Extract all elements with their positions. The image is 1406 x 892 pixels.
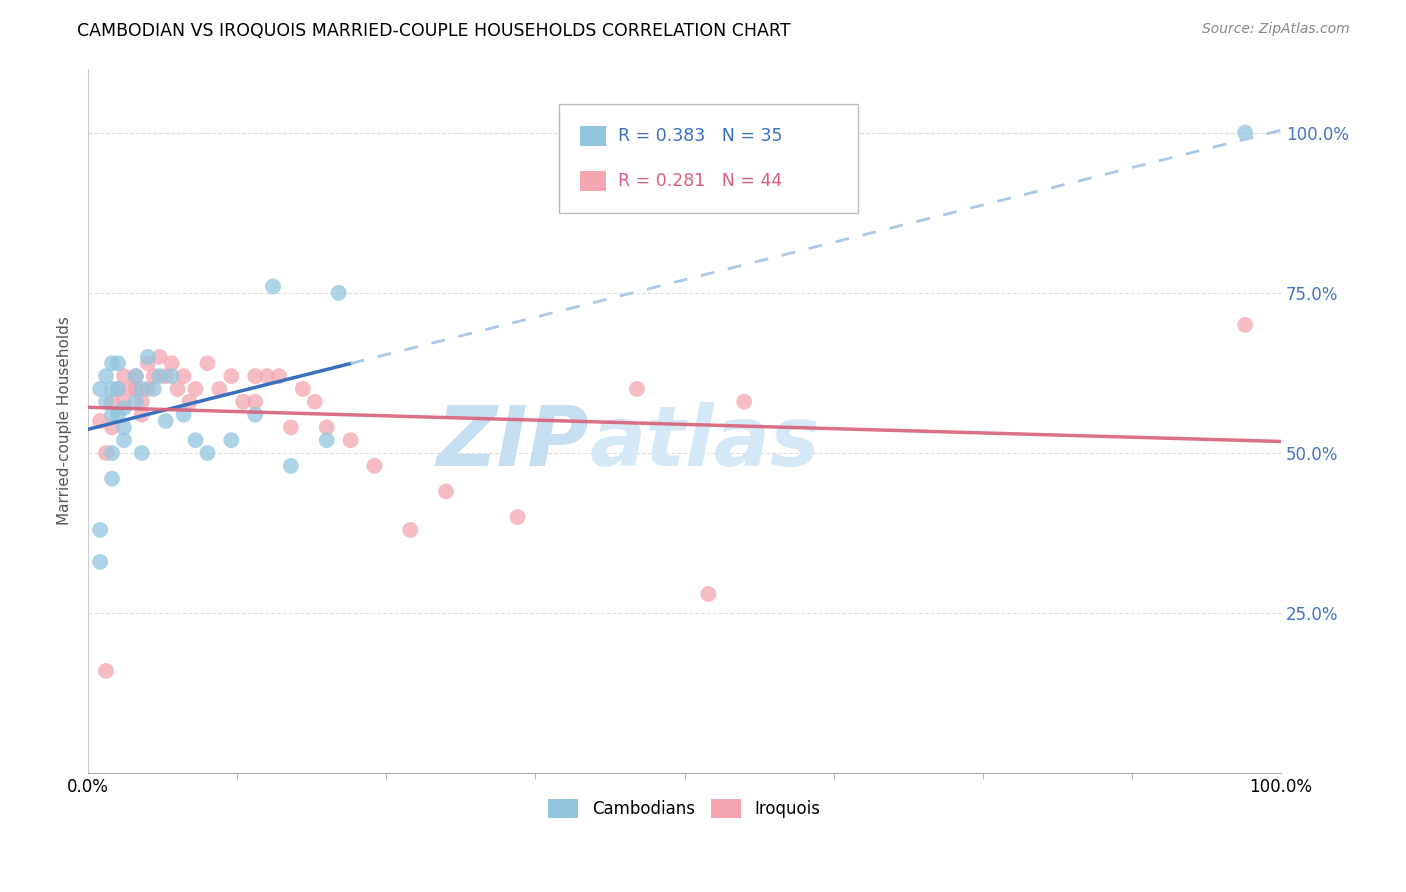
Point xyxy=(94,369,117,384)
Point xyxy=(112,420,135,434)
Point xyxy=(89,555,111,569)
Point xyxy=(280,458,302,473)
Point xyxy=(149,369,172,384)
Point xyxy=(280,420,302,434)
Point xyxy=(155,369,177,384)
Point xyxy=(136,350,159,364)
FancyBboxPatch shape xyxy=(560,103,858,213)
Point xyxy=(112,401,135,416)
Point xyxy=(125,369,148,384)
Point xyxy=(94,446,117,460)
Point xyxy=(173,369,195,384)
Point xyxy=(166,382,188,396)
Point xyxy=(94,394,117,409)
Point xyxy=(197,356,219,370)
Point xyxy=(243,369,266,384)
Text: CAMBODIAN VS IROQUOIS MARRIED-COUPLE HOUSEHOLDS CORRELATION CHART: CAMBODIAN VS IROQUOIS MARRIED-COUPLE HOU… xyxy=(77,22,790,40)
Text: Source: ZipAtlas.com: Source: ZipAtlas.com xyxy=(1202,22,1350,37)
Point xyxy=(232,394,254,409)
Point xyxy=(733,394,755,409)
Point xyxy=(118,382,141,396)
Point xyxy=(173,408,195,422)
Point xyxy=(101,408,124,422)
Point xyxy=(136,382,159,396)
Point xyxy=(243,408,266,422)
Point xyxy=(112,394,135,409)
Point xyxy=(101,420,124,434)
Point xyxy=(131,394,153,409)
Point xyxy=(256,369,278,384)
Point xyxy=(160,369,183,384)
Text: R = 0.281   N = 44: R = 0.281 N = 44 xyxy=(617,172,782,190)
Point xyxy=(267,369,290,384)
Point xyxy=(89,382,111,396)
Point xyxy=(125,394,148,409)
Point xyxy=(434,484,457,499)
Point xyxy=(262,279,284,293)
Point xyxy=(221,369,243,384)
Point xyxy=(101,356,124,370)
Point xyxy=(197,446,219,460)
Point xyxy=(243,394,266,409)
Point xyxy=(506,510,529,524)
Point xyxy=(131,408,153,422)
Point xyxy=(184,382,207,396)
Point xyxy=(101,394,124,409)
Point xyxy=(101,446,124,460)
Point xyxy=(142,382,165,396)
Point xyxy=(107,408,129,422)
Point xyxy=(155,414,177,428)
FancyBboxPatch shape xyxy=(579,126,606,146)
Point xyxy=(328,285,350,300)
Point xyxy=(304,394,326,409)
Point xyxy=(221,433,243,447)
Point xyxy=(160,356,183,370)
Point xyxy=(131,446,153,460)
Point xyxy=(125,382,148,396)
Point xyxy=(315,433,337,447)
FancyBboxPatch shape xyxy=(579,171,606,191)
Point xyxy=(136,356,159,370)
Point xyxy=(89,414,111,428)
Point xyxy=(339,433,361,447)
Point xyxy=(179,394,201,409)
Point xyxy=(107,382,129,396)
Point xyxy=(208,382,231,396)
Point xyxy=(101,472,124,486)
Point xyxy=(184,433,207,447)
Point xyxy=(125,369,148,384)
Point xyxy=(94,664,117,678)
Point xyxy=(142,369,165,384)
Point xyxy=(1234,126,1257,140)
Point xyxy=(112,369,135,384)
Point xyxy=(1234,318,1257,332)
Point xyxy=(291,382,314,396)
Point xyxy=(315,420,337,434)
Text: R = 0.383   N = 35: R = 0.383 N = 35 xyxy=(617,127,782,145)
Point xyxy=(112,433,135,447)
Text: ZIP: ZIP xyxy=(436,401,589,483)
Point xyxy=(626,382,648,396)
Legend: Cambodians, Iroquois: Cambodians, Iroquois xyxy=(541,792,827,825)
Y-axis label: Married-couple Households: Married-couple Households xyxy=(58,317,72,525)
Point xyxy=(107,382,129,396)
Point xyxy=(89,523,111,537)
Point xyxy=(697,587,720,601)
Point xyxy=(107,356,129,370)
Point xyxy=(149,350,172,364)
Point xyxy=(101,382,124,396)
Point xyxy=(399,523,422,537)
Point xyxy=(363,458,385,473)
Point xyxy=(131,382,153,396)
Text: atlas: atlas xyxy=(589,401,820,483)
